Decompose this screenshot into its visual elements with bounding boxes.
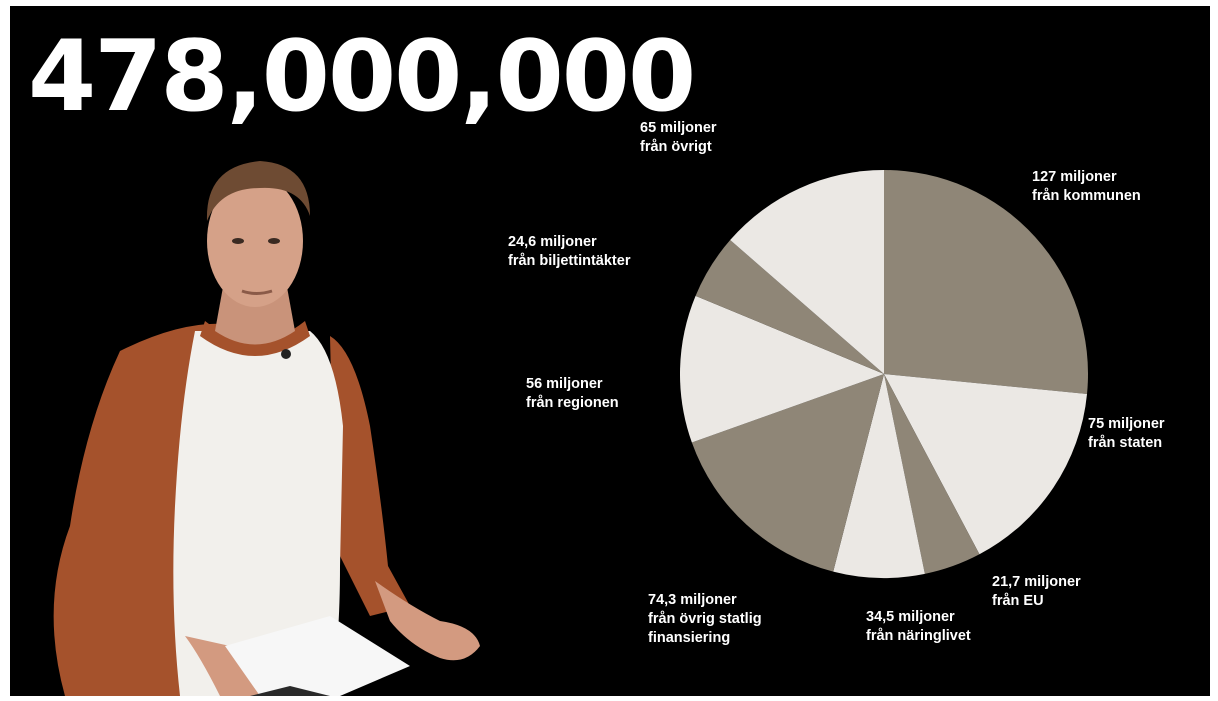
slice-label-3: 21,7 miljoner från EU	[992, 574, 1081, 609]
slice-label-2: 75 miljoner från staten	[1088, 416, 1165, 451]
pie-slice-6	[680, 295, 884, 443]
slice-label-6: 56 miljoner från regionen	[526, 376, 619, 411]
slice-label-5: 74,3 miljoner från övrig statlig finansi…	[648, 592, 762, 646]
presenter-figure	[53, 161, 480, 696]
slice-label-1: 127 miljoner från kommunen	[1032, 169, 1141, 204]
pie-slice-4	[833, 374, 925, 578]
pie-slice-2	[884, 374, 1088, 555]
video-frame: 478,000,000 127 miljoner från kommunen 75…	[10, 6, 1210, 696]
slice-label-8: 65 miljoner från övrigt	[640, 120, 717, 155]
headline-number: 478,000,000	[28, 20, 696, 134]
pie-slice-1	[884, 170, 1088, 395]
pie-slice-5	[691, 374, 884, 572]
pie-slice-7	[695, 240, 884, 374]
pie-chart	[680, 170, 1088, 578]
slice-label-4: 34,5 miljoner från näringlivet	[866, 609, 971, 644]
slice-label-7: 24,6 miljoner från biljettintäkter	[508, 234, 631, 269]
pie-slice-8	[730, 170, 884, 374]
pie-slice-3	[884, 374, 980, 574]
